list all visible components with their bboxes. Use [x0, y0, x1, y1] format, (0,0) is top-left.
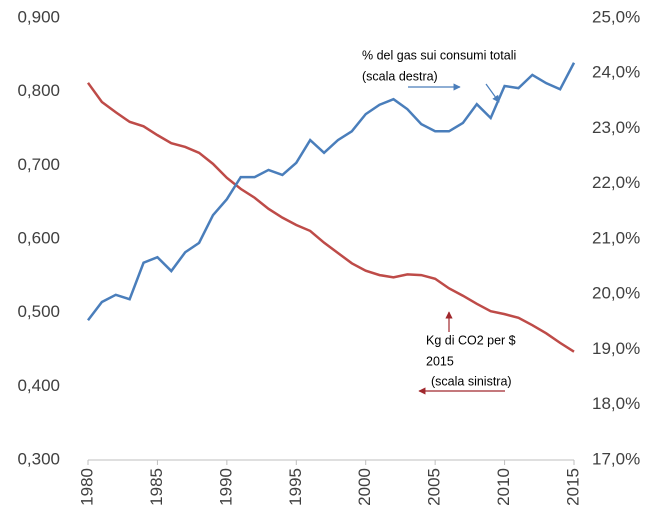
x-tick-label: 2000	[355, 468, 374, 506]
annotation: (scala sinistra)	[431, 374, 512, 388]
x-tick-label: 2015	[563, 468, 582, 506]
y-tick-label: 0,500	[17, 302, 60, 321]
x-tick-label: 1990	[216, 468, 235, 506]
y-tick-label: 0,600	[17, 228, 60, 247]
series-line	[86, 82, 575, 353]
x-tick-label: 2005	[425, 468, 444, 506]
y-tick-label: 0,400	[17, 376, 60, 395]
y2-tick-label: 21,0%	[592, 228, 640, 247]
x-tick-label: 1995	[286, 468, 305, 506]
annotation: % del gas sui consumi totali	[362, 48, 516, 62]
y-tick-label: 0,700	[17, 155, 60, 174]
y2-tick-label: 19,0%	[592, 339, 640, 358]
y-tick-label: 0,900	[17, 7, 60, 26]
annotation: Kg di CO2 per $	[426, 333, 516, 347]
series-line	[87, 62, 576, 321]
y-tick-label: 0,300	[17, 449, 60, 468]
annotation-arrow	[485, 83, 500, 103]
y2-tick-label: 20,0%	[592, 284, 640, 303]
x-tick-label: 1980	[77, 468, 96, 506]
y-tick-label: 0,800	[17, 81, 60, 100]
y2-tick-label: 18,0%	[592, 394, 640, 413]
y2-tick-label: 24,0%	[592, 63, 640, 82]
x-tick-label: 2010	[494, 468, 513, 506]
y2-tick-label: 17,0%	[592, 449, 640, 468]
y2-tick-label: 25,0%	[592, 7, 640, 26]
y2-tick-label: 23,0%	[592, 118, 640, 137]
annotation: (scala destra)	[362, 69, 438, 83]
x-tick-label: 1985	[147, 468, 166, 506]
y2-tick-label: 22,0%	[592, 173, 640, 192]
annotation: 2015	[426, 354, 454, 368]
